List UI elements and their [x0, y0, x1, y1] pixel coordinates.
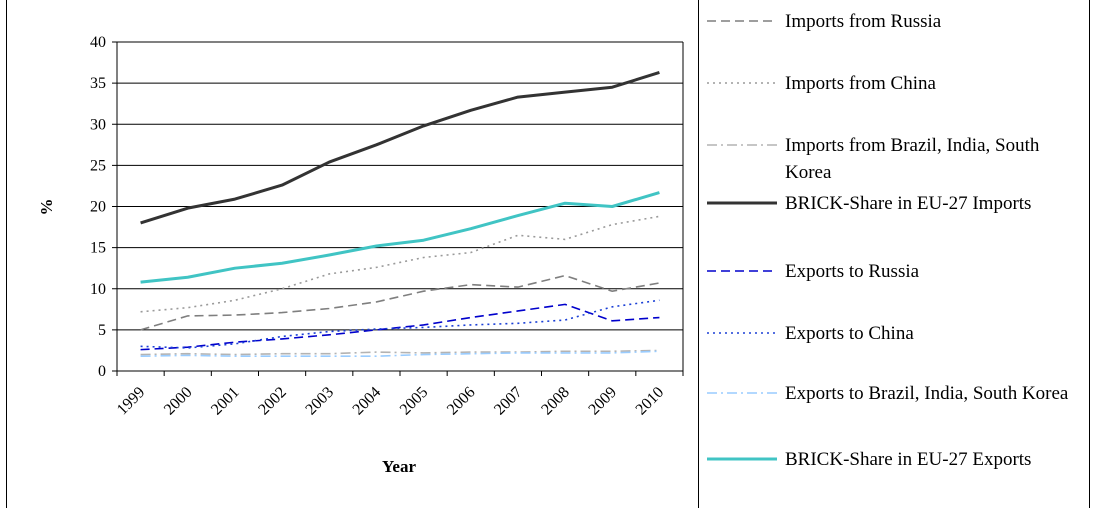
x-tick-label: 2000 [161, 384, 196, 419]
x-tick-label: 2006 [444, 384, 479, 419]
x-tick-label: 2005 [397, 384, 432, 419]
x-tick-label: 1999 [114, 384, 149, 419]
y-tick-label: 15 [90, 240, 106, 257]
series-line [140, 191, 660, 284]
legend-swatch [707, 270, 777, 272]
series-line [140, 303, 660, 351]
legend-label: Exports to Russia [785, 261, 920, 282]
series-line [140, 299, 660, 349]
chart-frame [6, 0, 1090, 508]
legend-label: Imports from China [785, 73, 936, 94]
legend-swatch [707, 144, 777, 146]
series-line [140, 349, 660, 356]
legend-label: Exports to Brazil, India, South Korea [785, 383, 1069, 404]
legend-swatch [707, 20, 777, 22]
y-tick-label: 10 [90, 281, 106, 298]
legend-item: Imports from Russia [705, 8, 1085, 35]
legend-item: Exports to Brazil, India, South Korea [705, 380, 1085, 407]
legend-item: Exports to China [705, 320, 1085, 347]
legend-item: Exports to Russia [705, 258, 1085, 285]
x-tick-label: 2004 [350, 384, 385, 419]
axes [112, 41, 684, 376]
legend-label: BRICK-Share in EU-27 Exports [785, 449, 1032, 470]
legend: Imports from Russia Imports from China Imp… [705, 0, 1090, 508]
series-line [140, 215, 660, 313]
series-line [140, 71, 660, 225]
x-tick-label: 2002 [255, 384, 290, 419]
x-tick-label: 2007 [491, 384, 526, 419]
legend-swatch [707, 457, 777, 461]
y-tick-label: 35 [90, 75, 106, 92]
x-tick-label: 2009 [585, 384, 620, 419]
line-chart: 0 5 10 15 20 25 30 35 40 1999 2000 2001 2002 2003 2004… [37, 34, 684, 476]
x-tick-label: 2003 [302, 384, 337, 419]
x-tick-label: 2010 [633, 384, 668, 419]
y-tick-label: 0 [98, 363, 106, 380]
legend-item: BRICK-Share in EU-27 Exports [705, 446, 1085, 473]
y-tick-label: 25 [90, 157, 106, 174]
y-tick-label: 5 [98, 322, 106, 339]
y-axis-title: % [37, 199, 56, 216]
legend-swatch [707, 392, 777, 394]
legend-swatch [707, 82, 777, 84]
y-tick-label: 40 [90, 34, 106, 51]
legend-label: BRICK-Share in EU-27 Imports [785, 193, 1032, 214]
x-axis-title: Year [382, 457, 416, 476]
legend-label: Exports to China [785, 323, 914, 344]
y-tick-label: 30 [90, 116, 106, 133]
legend-swatch [707, 201, 777, 205]
legend-divider [698, 0, 699, 508]
series-line [140, 274, 660, 331]
legend-label: Imports from Brazil, India, South Korea [785, 135, 1040, 183]
legend-item: Imports from Brazil, India, South Korea [705, 132, 1085, 186]
x-tick-label: 2001 [208, 384, 243, 419]
y-tick-label: 20 [90, 199, 106, 216]
x-tick-label: 2008 [538, 384, 573, 419]
legend-swatch [707, 332, 777, 334]
legend-label: Imports from Russia [785, 11, 942, 32]
legend-item: Imports from China [705, 70, 1085, 97]
legend-item: BRICK-Share in EU-27 Imports [705, 190, 1085, 217]
series-lines [140, 71, 660, 357]
series-line [140, 350, 660, 357]
